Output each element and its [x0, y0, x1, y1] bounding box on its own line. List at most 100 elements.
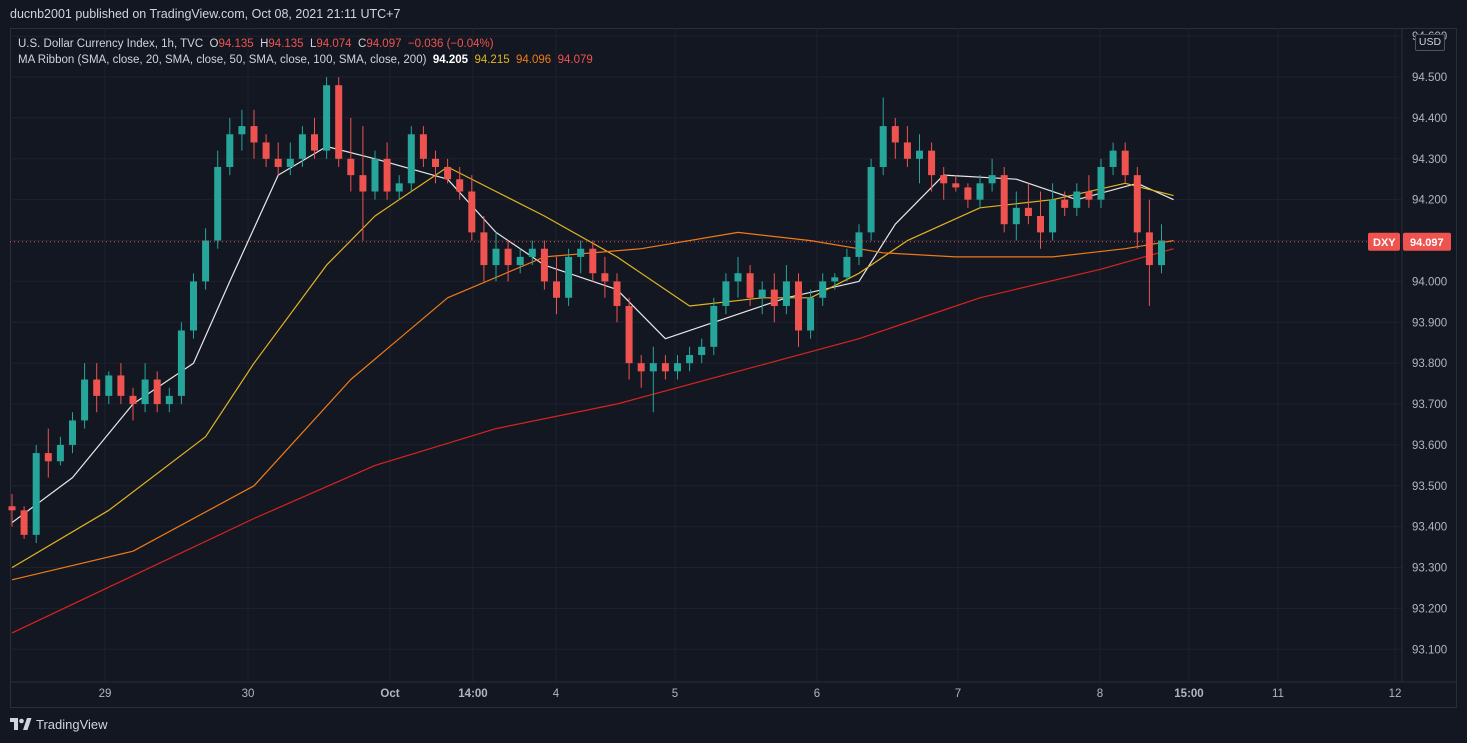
candle — [637, 355, 645, 388]
price-tick-label: 94.500 — [1412, 72, 1447, 84]
candle — [625, 297, 633, 380]
time-tick-label: 8 — [1097, 688, 1103, 700]
candle-body — [262, 142, 270, 159]
chart-frame — [10, 28, 1457, 708]
candle — [601, 256, 609, 298]
candle-body — [1049, 199, 1057, 233]
price-tick-label: 94.400 — [1412, 113, 1447, 125]
candle-body — [988, 175, 996, 184]
symbol-title[interactable]: U.S. Dollar Currency Index, 1h, TVC — [18, 38, 204, 50]
candle-body — [649, 363, 657, 372]
candle — [710, 297, 718, 355]
candle — [758, 281, 766, 315]
candle — [589, 240, 597, 282]
candle-body — [1097, 166, 1105, 200]
candle-body — [1085, 191, 1093, 200]
candle — [516, 248, 524, 274]
candle — [93, 363, 101, 413]
tradingview-logo-icon — [10, 717, 32, 730]
candle — [698, 338, 706, 364]
candle — [214, 150, 222, 249]
candle — [1073, 183, 1081, 217]
candle — [1000, 166, 1008, 233]
candle — [20, 506, 28, 539]
candle — [613, 273, 621, 323]
ma-ribbon-title[interactable]: MA Ribbon (SMA, close, 20, SMA, close, 5… — [18, 54, 427, 66]
candle-body — [831, 277, 839, 282]
candle — [1037, 191, 1044, 249]
candle-body — [298, 134, 306, 159]
candle — [819, 273, 827, 306]
price-tick-label: 94.000 — [1412, 276, 1447, 288]
candle — [395, 175, 403, 200]
candle-body — [323, 85, 331, 151]
candle — [153, 371, 161, 413]
candle-body — [117, 375, 125, 396]
candle-body — [226, 134, 234, 167]
price-tag-symbol-bg — [1368, 232, 1400, 251]
time-tick-label: 29 — [99, 688, 112, 700]
candle-body — [347, 158, 355, 176]
high-label: H — [260, 38, 269, 50]
time-tick-label: Oct — [380, 688, 399, 700]
candle-body — [359, 175, 367, 192]
candle-body — [577, 248, 585, 257]
currency-button[interactable]: USD — [1415, 34, 1445, 51]
candle-body — [819, 281, 827, 298]
candle — [1145, 199, 1153, 306]
candle-body — [528, 248, 536, 257]
tradingview-brand: TradingView — [10, 717, 108, 732]
candle-body — [770, 289, 778, 306]
candle — [1085, 175, 1093, 208]
candle-body — [56, 444, 64, 462]
candle — [274, 142, 282, 176]
candle — [81, 363, 89, 429]
candle-body — [32, 453, 40, 535]
candle-body — [782, 281, 790, 306]
candle — [56, 436, 64, 466]
candle-body — [1133, 175, 1141, 233]
candle — [504, 240, 512, 282]
ma-line — [11, 145, 1174, 524]
candle-body — [722, 281, 730, 306]
time-axis-ticks: 29 30 Oct 14:00 4 5 6 7 8 15:00 11 12 — [99, 688, 1402, 700]
candle — [1158, 224, 1165, 274]
candle-body — [93, 379, 101, 396]
low-value: 94.074 — [316, 38, 352, 50]
candle-body — [686, 355, 694, 364]
candle — [8, 493, 16, 527]
candle-body — [456, 179, 464, 192]
candle-body — [553, 281, 560, 298]
candle — [105, 371, 113, 405]
footer-bar — [0, 712, 1467, 743]
candle — [1121, 142, 1129, 184]
candle — [916, 134, 923, 184]
candle-body — [807, 297, 815, 331]
publisher-line: ducnb2001 published on TradingView.com, … — [10, 7, 401, 21]
chart-legend: U.S. Dollar Currency Index, 1h, TVC O94.… — [18, 36, 593, 68]
candle — [165, 387, 173, 413]
candle — [1133, 166, 1141, 249]
candle — [686, 346, 694, 372]
candle-body — [214, 166, 222, 241]
candle-body — [746, 273, 754, 298]
candle — [359, 126, 367, 241]
candle — [286, 142, 294, 176]
candle-body — [1037, 216, 1044, 233]
time-tick-label: 5 — [672, 688, 678, 700]
candle-body — [1012, 207, 1020, 225]
candle-body — [976, 183, 984, 200]
candle-body — [177, 330, 185, 396]
candle — [795, 273, 802, 347]
time-tick-label: 6 — [814, 688, 820, 700]
candle — [456, 166, 464, 200]
candle — [492, 232, 500, 282]
candle — [323, 77, 331, 159]
candle-body — [274, 158, 282, 167]
candle-body — [165, 395, 173, 405]
tradingview-brand-text: TradingView — [36, 717, 108, 732]
price-tick-label: 93.800 — [1412, 358, 1447, 370]
candle — [891, 117, 899, 159]
candle — [674, 355, 681, 380]
